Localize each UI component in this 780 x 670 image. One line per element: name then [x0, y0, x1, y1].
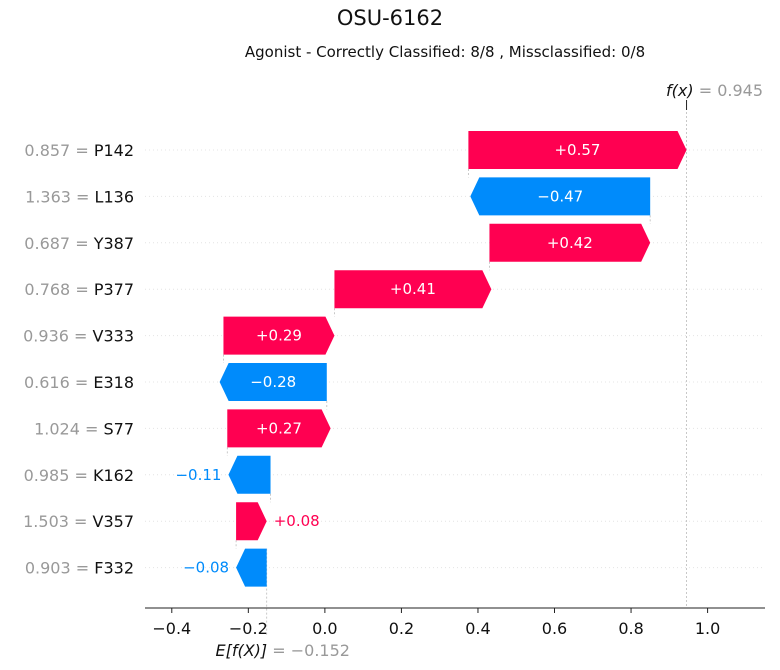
feature-bar: [470, 177, 651, 216]
x-tick-label: 0.6: [542, 619, 567, 638]
x-tick-label: 1.0: [695, 619, 720, 638]
feature-bar: [223, 316, 335, 355]
bar-value-label: −0.11: [175, 466, 221, 484]
feature-label: 0.616 = E318: [24, 373, 134, 392]
feature-name: V357: [93, 512, 134, 531]
feature-label: 1.363 = L136: [25, 187, 134, 206]
bar-value-label: −0.08: [183, 559, 229, 577]
bar-value-label: +0.08: [274, 512, 320, 530]
x-tick-label: −0.2: [229, 619, 268, 638]
feature-name: P377: [94, 280, 134, 299]
feature-value: 0.857 =: [24, 141, 93, 160]
feature-bar: [219, 363, 327, 401]
feature-name: K162: [93, 465, 134, 484]
feature-bar: [489, 223, 651, 262]
feature-value: 0.616 =: [24, 373, 93, 392]
feature-name: S77: [103, 419, 134, 438]
feature-value: 0.768 =: [24, 280, 93, 299]
chart-title: OSU-6162: [336, 6, 444, 30]
feature-value: 0.903 =: [25, 558, 94, 577]
bar-value-label: −0.28: [250, 373, 296, 391]
feature-label: 0.985 = K162: [24, 465, 134, 484]
bar-value-label: +0.29: [256, 327, 302, 345]
base-value-symbol: E[f(X)]: [215, 641, 272, 660]
feature-label: 1.024 = S77: [34, 419, 134, 438]
feature-value: 1.503 =: [23, 512, 92, 531]
feature-name: V333: [93, 326, 134, 345]
feature-label: 0.903 = F332: [25, 558, 134, 577]
base-value-number: = −0.152: [272, 641, 350, 660]
feature-name: Y387: [93, 233, 134, 252]
feature-value: 0.985 =: [24, 465, 93, 484]
feature-name: F332: [94, 558, 134, 577]
feature-bar: [227, 409, 331, 448]
feature-bar: [334, 270, 492, 309]
feature-label: 0.857 = P142: [24, 141, 134, 160]
feature-bar: [236, 502, 267, 541]
feature-value: 1.363 =: [25, 187, 94, 206]
feature-bar: [228, 455, 271, 494]
feature-value: 0.687 =: [24, 233, 93, 252]
feature-bar: [468, 131, 687, 169]
feature-value: 1.024 =: [34, 419, 103, 438]
x-tick-label: 0.8: [618, 619, 643, 638]
feature-label: 1.503 = V357: [23, 512, 134, 531]
x-tick-label: −0.4: [152, 619, 191, 638]
bar-value-label: +0.42: [547, 234, 593, 252]
x-tick-label: 0.4: [465, 619, 490, 638]
feature-bar: [236, 548, 267, 587]
feature-label: 0.687 = Y387: [24, 233, 134, 252]
feature-value: 0.936 =: [23, 326, 92, 345]
feature-label: 0.768 = P377: [24, 280, 134, 299]
x-tick-label: 0.0: [312, 619, 337, 638]
output-value-number: = 0.945: [699, 81, 763, 100]
feature-name: L136: [95, 187, 134, 206]
bar-value-label: −0.47: [537, 187, 583, 205]
output-value-symbol: f(x): [666, 81, 699, 100]
feature-label: 0.936 = V333: [23, 326, 134, 345]
output-value-label: f(x) = 0.945: [666, 81, 763, 100]
bar-value-label: +0.27: [256, 419, 302, 437]
bar-value-label: +0.57: [554, 141, 600, 159]
feature-name: E318: [93, 373, 134, 392]
bar-value-label: +0.41: [390, 280, 436, 298]
x-tick-label: 0.2: [389, 619, 414, 638]
feature-name: P142: [94, 141, 134, 160]
chart-subtitle: Agonist - Correctly Classified: 8/8 , Mi…: [244, 43, 646, 61]
base-value-label: E[f(X)] = −0.152: [215, 641, 349, 660]
